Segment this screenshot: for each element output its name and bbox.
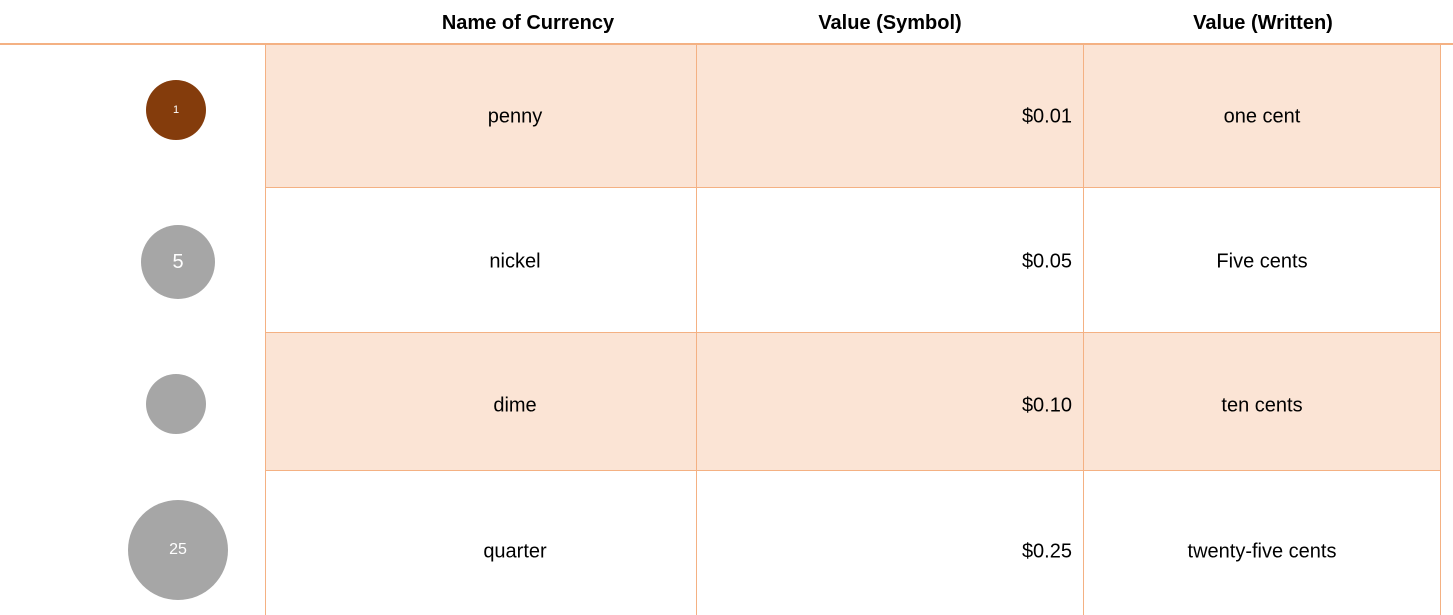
row-rule [265, 470, 1440, 471]
header-cell: Value (Written) [1193, 12, 1333, 34]
symbol-cell: $0.01 [1021, 105, 1072, 128]
header-cell: Name of Currency [441, 12, 615, 34]
name-cell: penny [487, 105, 543, 128]
name-cell: quarter [483, 540, 547, 563]
header-rule [0, 43, 1453, 45]
row-shade [265, 333, 1440, 470]
column-rule [1083, 45, 1084, 615]
column-rule [696, 45, 697, 615]
symbol-cell: $0.10 [1021, 394, 1072, 417]
coin: 5 [141, 225, 215, 299]
coin-label: 25 [169, 541, 187, 558]
symbol-cell: $0.25 [1021, 540, 1072, 563]
column-rule [1440, 45, 1441, 615]
name-cell: dime [493, 394, 537, 417]
coin-label: 5 [172, 250, 184, 273]
row-rule [265, 187, 1440, 188]
written-cell: one cent [1223, 105, 1301, 128]
header-cell: Value (Symbol) [818, 12, 962, 34]
coin [146, 374, 206, 434]
written-cell: twenty-five cents [1187, 540, 1337, 563]
coin-label: 1 [172, 104, 180, 116]
written-cell: Five cents [1216, 250, 1308, 273]
coin: 25 [128, 500, 228, 600]
coin: 1 [146, 80, 206, 140]
row-shade [265, 45, 1440, 187]
written-cell: ten cents [1221, 394, 1303, 417]
symbol-cell: $0.05 [1021, 250, 1072, 273]
row-rule [265, 332, 1440, 333]
column-rule [265, 45, 266, 615]
name-cell: nickel [489, 250, 541, 273]
